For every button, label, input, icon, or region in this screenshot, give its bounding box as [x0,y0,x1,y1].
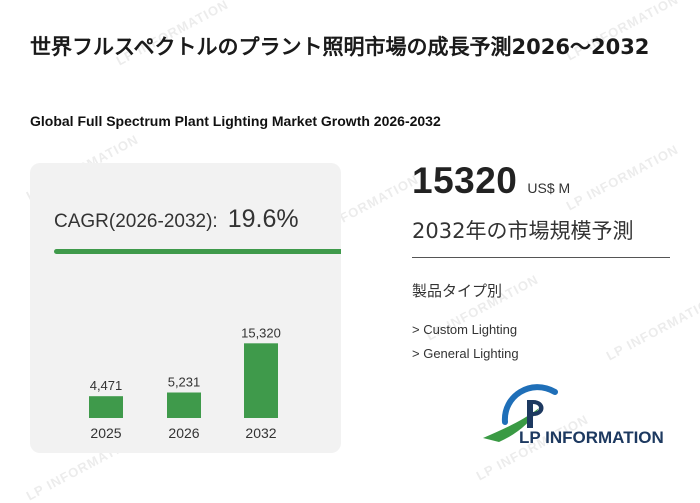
page-subtitle: Global Full Spectrum Plant Lighting Mark… [30,113,441,129]
cagr-summary: CAGR(2026-2032): 19.6% [54,205,299,234]
logo-text: LP INFORMATION [519,428,664,447]
bar-value-label: 5,231 [168,374,201,389]
market-size-label: 2032年の市場規模予測 [412,219,634,243]
watermark-text: LP INFORMATION [603,291,700,364]
segment-item: > Custom Lighting [412,322,518,337]
segment-item: > General Lighting [412,346,519,361]
logo-mark-icon [483,384,558,442]
market-value: 15320 [412,160,518,201]
x-tick-label: 2032 [245,425,276,441]
x-tick-label: 2026 [168,425,199,441]
chart-card: CAGR(2026-2032): 19.6% 4,471 2025 5,231 2026… [30,163,341,453]
cagr-label: CAGR(2026-2032): [54,211,218,232]
cagr-accent-bar [54,249,341,254]
market-summary-panel: 15320 US$ M 2032年の市場規模予測 製品タイプ別 > Custom … [412,160,670,361]
bar-value-label: 4,471 [90,378,123,393]
page-title: 世界フルスペクトルのプラント照明市場の成長予測2026～2032 [30,35,650,59]
bar-2032 [244,343,278,418]
segment-list: > Custom Lighting > General Lighting [412,322,519,370]
cagr-value: 19.6% [227,205,299,233]
lp-information-logo: LP INFORMATION [481,378,671,450]
market-unit: US$ M [527,180,571,196]
x-tick-label: 2025 [90,425,121,441]
bar-2025 [89,396,123,418]
market-bar-chart: 4,471 2025 5,231 2026 15,320 2032 [89,325,281,441]
segment-heading: 製品タイプ別 [412,282,503,300]
divider [412,257,670,258]
bar-2026 [167,392,201,418]
market-value-row: 15320 US$ M [412,160,670,202]
bar-value-label: 15,320 [241,325,281,340]
